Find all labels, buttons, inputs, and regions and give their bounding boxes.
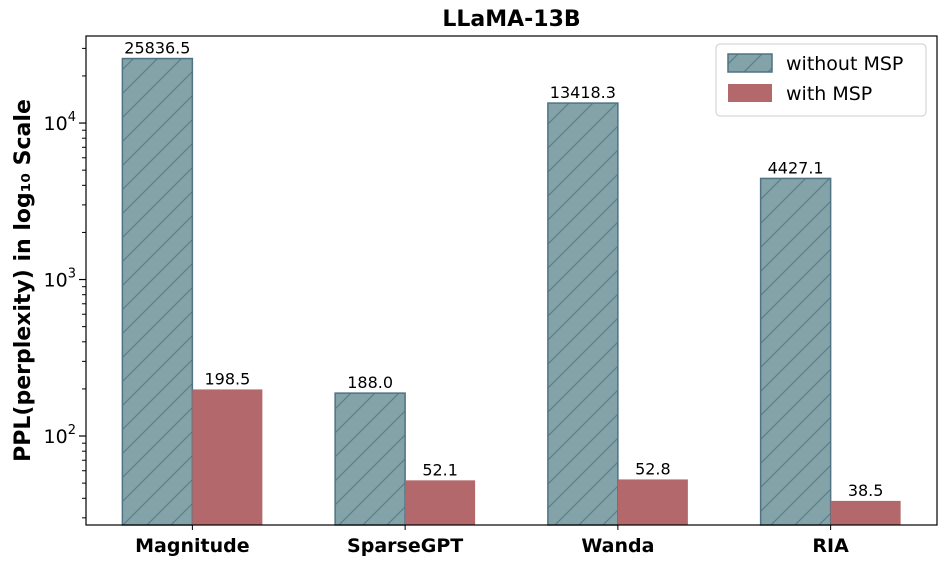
legend-swatch xyxy=(727,53,773,73)
data-label: 4427.1 xyxy=(768,158,824,177)
legend-swatch xyxy=(728,84,772,102)
data-label: 25836.5 xyxy=(124,39,190,58)
bar-with-msp xyxy=(617,479,688,525)
bar-without-msp xyxy=(334,392,406,526)
chart-title: LLaMA-13B xyxy=(442,7,580,32)
x-tick-label: SparseGPT xyxy=(347,535,463,557)
bar-with-msp xyxy=(830,500,901,525)
y-tick-label: 103 xyxy=(44,267,76,292)
data-label: 38.5 xyxy=(848,481,884,500)
bar-with-msp xyxy=(192,389,263,525)
x-tick-label: Magnitude xyxy=(135,535,249,557)
data-label: 52.1 xyxy=(422,460,458,479)
bar-with-msp xyxy=(405,480,476,525)
bar-without-msp xyxy=(121,57,194,526)
bar-without-msp xyxy=(759,177,832,526)
axes-frame xyxy=(85,35,938,526)
x-tick-label: Wanda xyxy=(581,535,654,557)
legend-label: with MSP xyxy=(786,83,872,105)
x-tick-label: RIA xyxy=(812,535,849,557)
legend-label: without MSP xyxy=(786,53,903,75)
y-tick-label: 102 xyxy=(44,423,76,448)
plot-area: 25836.5 198.5 Magnitude 188.0 52.1 SparseGPT 1… xyxy=(44,35,938,557)
data-label: 13418.3 xyxy=(550,83,616,102)
y-tick-label: 104 xyxy=(44,110,76,135)
data-label: 188.0 xyxy=(347,373,393,392)
data-label: 198.5 xyxy=(204,369,250,388)
data-label: 52.8 xyxy=(635,459,671,478)
bar-without-msp xyxy=(547,102,619,526)
y-axis-label: PPL(perplexity) in log₁₀ Scale xyxy=(11,99,36,462)
legend: without MSP with MSP xyxy=(715,43,927,117)
